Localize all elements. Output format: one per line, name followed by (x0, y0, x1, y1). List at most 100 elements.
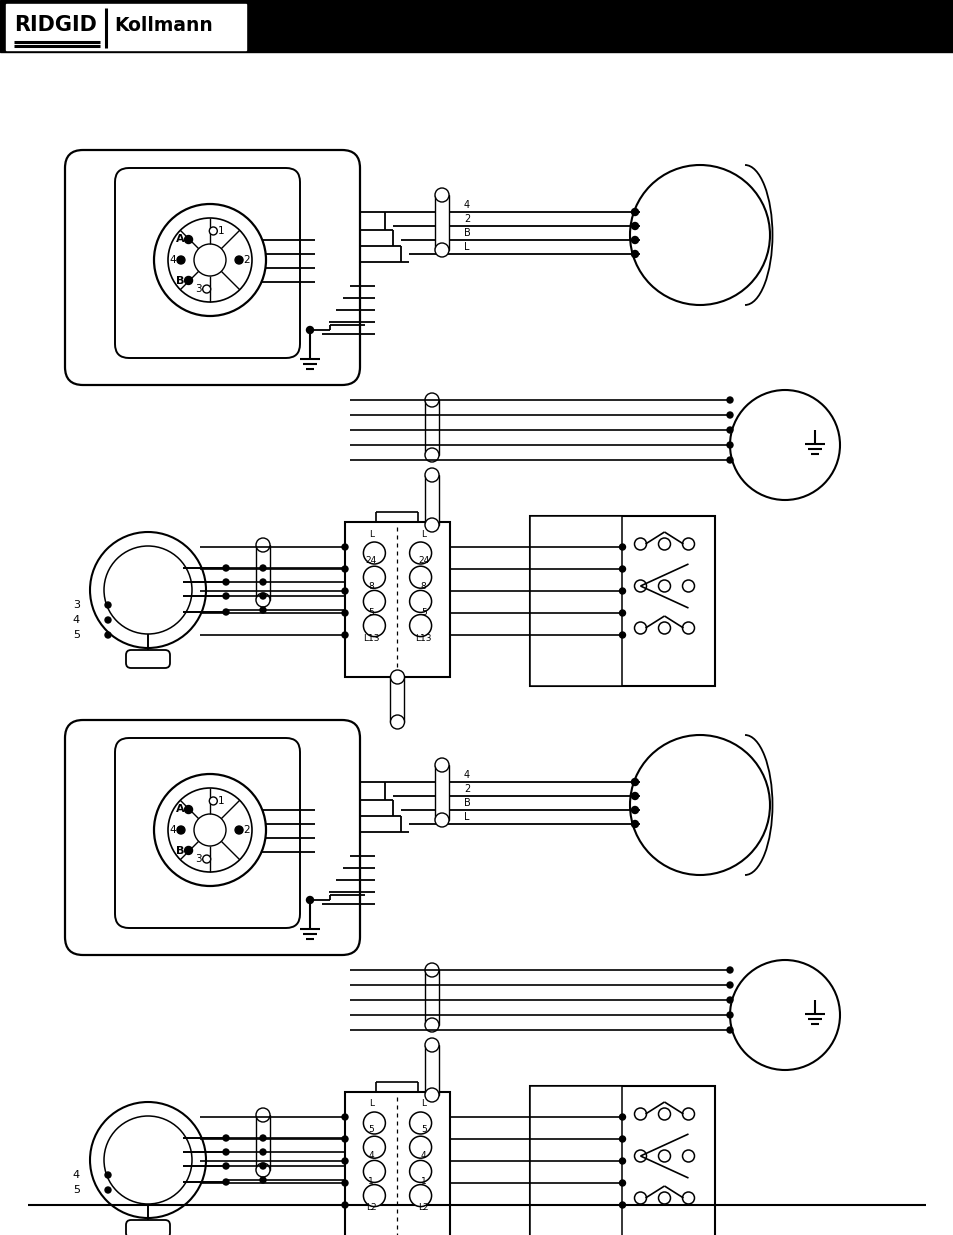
Text: L: L (463, 811, 469, 823)
Circle shape (223, 579, 229, 585)
Circle shape (306, 897, 314, 904)
Circle shape (90, 1102, 206, 1218)
Circle shape (424, 1037, 438, 1052)
Circle shape (726, 457, 732, 463)
Circle shape (223, 593, 229, 599)
Text: 8: 8 (368, 582, 374, 590)
Circle shape (409, 1136, 431, 1158)
Text: 8: 8 (420, 582, 426, 590)
Circle shape (726, 1028, 732, 1032)
Circle shape (193, 245, 226, 275)
Circle shape (681, 538, 694, 550)
Circle shape (681, 580, 694, 592)
Circle shape (658, 1108, 670, 1120)
Text: 5: 5 (420, 608, 426, 616)
Circle shape (726, 1011, 732, 1018)
Circle shape (104, 1116, 192, 1204)
Circle shape (726, 412, 732, 417)
Circle shape (90, 532, 206, 648)
Text: 4: 4 (170, 254, 176, 266)
Circle shape (631, 793, 638, 799)
Circle shape (260, 1163, 266, 1170)
Circle shape (631, 806, 638, 814)
Circle shape (105, 1187, 111, 1193)
Text: 3: 3 (73, 600, 80, 610)
Circle shape (726, 997, 732, 1003)
Circle shape (629, 735, 769, 876)
Circle shape (153, 774, 266, 885)
Circle shape (223, 1163, 229, 1170)
Circle shape (363, 566, 385, 588)
Circle shape (634, 538, 646, 550)
Bar (530, 516, 622, 685)
Circle shape (618, 1114, 625, 1120)
Text: 1: 1 (217, 797, 224, 806)
Circle shape (255, 1163, 270, 1177)
Text: 5: 5 (368, 608, 374, 616)
Circle shape (255, 538, 270, 552)
Text: 4: 4 (463, 769, 470, 781)
Circle shape (168, 219, 252, 303)
Circle shape (409, 566, 431, 588)
Bar (530, 516, 714, 685)
Circle shape (184, 277, 193, 284)
Circle shape (618, 1179, 625, 1186)
Circle shape (255, 1108, 270, 1123)
Circle shape (435, 243, 449, 257)
Circle shape (363, 1184, 385, 1207)
Circle shape (234, 256, 243, 264)
Text: 2: 2 (463, 214, 470, 224)
Text: B: B (176, 846, 185, 856)
Circle shape (363, 615, 385, 636)
Circle shape (424, 448, 438, 462)
Text: B: B (176, 277, 185, 287)
Circle shape (223, 609, 229, 615)
Circle shape (105, 632, 111, 638)
Circle shape (681, 1192, 694, 1204)
Circle shape (618, 588, 625, 594)
Bar (6, 4, 246, 49)
Circle shape (631, 251, 638, 258)
Text: L: L (369, 530, 374, 538)
Circle shape (363, 590, 385, 613)
Circle shape (681, 1108, 694, 1120)
Circle shape (202, 855, 211, 863)
Circle shape (341, 543, 348, 550)
Circle shape (424, 468, 438, 482)
Circle shape (634, 1192, 646, 1204)
Text: L: L (421, 530, 426, 538)
Circle shape (729, 960, 840, 1070)
Circle shape (424, 517, 438, 532)
Text: 4: 4 (72, 615, 80, 625)
Circle shape (435, 813, 449, 827)
Text: Kollmann: Kollmann (113, 16, 213, 35)
Circle shape (424, 1018, 438, 1032)
Circle shape (209, 797, 217, 805)
Text: 24: 24 (417, 556, 429, 564)
Circle shape (260, 1149, 266, 1155)
Bar (435, 764, 449, 820)
Text: 5: 5 (73, 1186, 80, 1195)
Circle shape (629, 165, 769, 305)
Text: B: B (463, 798, 470, 808)
Text: 1: 1 (420, 1177, 426, 1187)
Circle shape (234, 826, 243, 834)
Bar (255, 1115, 270, 1170)
Bar (255, 545, 270, 600)
Circle shape (409, 542, 431, 564)
Circle shape (726, 427, 732, 433)
Circle shape (341, 1202, 348, 1208)
Text: 2: 2 (243, 254, 250, 266)
Circle shape (260, 579, 266, 585)
Circle shape (176, 826, 185, 834)
Circle shape (726, 967, 732, 973)
Text: 4: 4 (368, 1151, 374, 1161)
Circle shape (363, 542, 385, 564)
Text: 5: 5 (420, 1125, 426, 1135)
Circle shape (658, 1150, 670, 1162)
Bar (530, 1086, 714, 1235)
Circle shape (260, 1135, 266, 1141)
Circle shape (634, 1150, 646, 1162)
Circle shape (260, 606, 266, 613)
Circle shape (105, 618, 111, 622)
